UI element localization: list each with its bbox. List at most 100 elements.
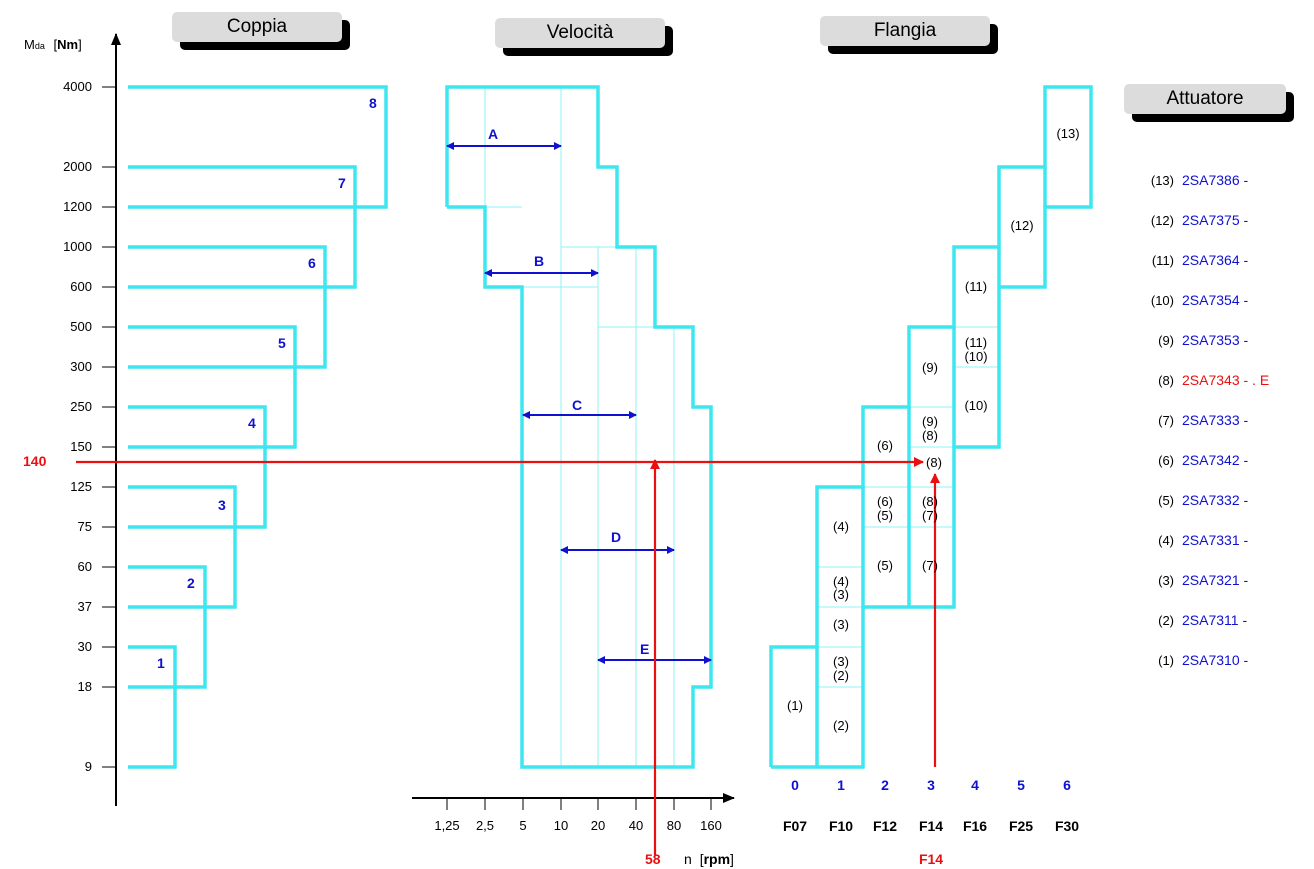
actuator-index: (5) [1158,493,1174,508]
flange-cell-label: (8) [922,494,938,509]
actuator-row: (8) 2SA7343 - . E [1130,372,1269,388]
flange-cell-label: (5) [877,508,893,523]
actuator-index: (13) [1150,173,1174,188]
actuator-code: 2SA7353 - [1182,332,1249,348]
coppia-step-label: 2 [187,575,195,591]
flange-cell-label: (9) [922,414,938,429]
flange-name: F07 [782,818,808,834]
flange-envelope [769,85,1093,769]
flange-number: 4 [971,777,979,793]
example-torque-label: 140 [23,453,47,469]
coppia-step-label: 7 [338,175,346,191]
flange-cell-label: (9) [922,360,938,375]
header-coppia: Coppia [172,12,350,50]
coppia-step-label: 1 [157,655,165,671]
flange-name: F14 [918,818,944,834]
x-tick-label: 2,5 [475,818,495,833]
actuator-index: (7) [1158,413,1174,428]
flange-cell-label: (3) [833,617,849,632]
speed-range-label: C [572,397,583,413]
actuator-code: 2SA7331 - [1182,532,1249,548]
header-velocita: Velocità [495,18,673,56]
flange-cell-label: (6) [877,494,893,509]
actuator-row: (4) 2SA7331 - [1130,532,1248,548]
example-flange-label: F14 [918,851,944,867]
flange-name: F12 [872,818,898,834]
y-tick-label: 500 [70,319,92,334]
x-tick-label: 5 [519,818,527,833]
header-velocita-label: Velocità [495,18,665,48]
actuator-row: (11) 2SA7364 - [1130,252,1248,268]
actuator-index: (2) [1158,613,1174,628]
flange-name: F25 [1008,818,1034,834]
actuator-index: (4) [1158,533,1174,548]
flange-name: F30 [1054,818,1080,834]
flange-cell-label: (10) [964,349,988,364]
actuator-code: 2SA7342 - [1182,452,1249,468]
actuator-code: 2SA7386 - [1182,172,1249,188]
flange-cell-label: (6) [877,438,893,453]
flange-cell-label: (8) [922,428,938,443]
flange-cell-label: (4) [833,574,849,589]
y-tick-label: 9 [84,759,92,774]
flange-cell-label: (8) [926,455,942,470]
y-tick-label: 37 [77,599,92,614]
torque-range-box [128,405,267,529]
flange-cell-label: (11) [964,335,988,350]
torque-range-box [128,645,177,769]
torque-range-box [128,485,237,609]
actuator-index: (6) [1158,453,1174,468]
header-flangia-label: Flangia [820,16,990,46]
torque-range-box [128,325,297,449]
x-tick-label: 80 [666,818,682,833]
x-axis-symbol: n [684,851,692,867]
torque-range-box [128,85,388,209]
flange-cell-label: (7) [922,508,938,523]
actuator-index: (12) [1150,213,1174,228]
flange-number: 2 [881,777,889,793]
header-attuatore-label: Attuatore [1124,84,1286,114]
flange-cell-label: (3) [833,587,849,602]
y-axis-bracket-close: ] [78,37,82,52]
actuator-code: 2SA7364 - [1182,252,1249,268]
flange-number: 0 [791,777,799,793]
header-coppia-label: Coppia [172,12,342,42]
coppia-step-label: 8 [369,95,377,111]
actuator-row: (10) 2SA7354 - [1130,292,1248,308]
y-tick-label: 1000 [63,239,92,254]
flange-cell-label: (13) [1056,126,1080,141]
actuator-row: (7) 2SA7333 - [1130,412,1248,428]
actuator-code: 2SA7311 - [1182,612,1248,628]
actuator-code: 2SA7333 - [1182,412,1249,428]
y-tick-label: 2000 [63,159,92,174]
actuator-code: 2SA7332 - [1182,492,1249,508]
flange-cell-label: (5) [877,558,893,573]
y-axis-title: Mda [Nm] [24,37,82,52]
actuator-index: (8) [1158,373,1174,388]
actuator-row: (12) 2SA7375 - [1130,212,1248,228]
speed-range-label: E [640,641,650,657]
x-axis-unit: rpm [703,851,731,867]
flange-cell-label: (10) [964,398,988,413]
y-tick-label: 4000 [63,79,92,94]
actuator-row: (3) 2SA7321 - [1130,572,1248,588]
actuator-index: (11) [1151,253,1174,268]
x-tick-label: 40 [628,818,644,833]
flange-number: 1 [837,777,845,793]
speed-range-label: A [488,126,499,142]
flange-cell-label: (4) [833,519,849,534]
y-tick-label: 125 [70,479,92,494]
y-tick-label: 150 [70,439,92,454]
y-tick-label: 60 [77,559,92,574]
flange-name: F10 [828,818,854,834]
actuator-row: (9) 2SA7353 - [1130,332,1248,348]
flange-cell-label: (7) [922,558,938,573]
flange-name: F16 [962,818,988,834]
actuator-row: (1) 2SA7310 - [1130,652,1248,668]
actuator-code: 2SA7354 - [1182,292,1249,308]
x-tick-label: 20 [590,818,606,833]
actuator-index: (1) [1158,653,1174,668]
actuator-row: (2) 2SA7311 - [1130,612,1247,628]
example-speed-label: 58 [645,851,661,867]
actuator-code-selected: 2SA7343 - . E [1182,372,1270,388]
